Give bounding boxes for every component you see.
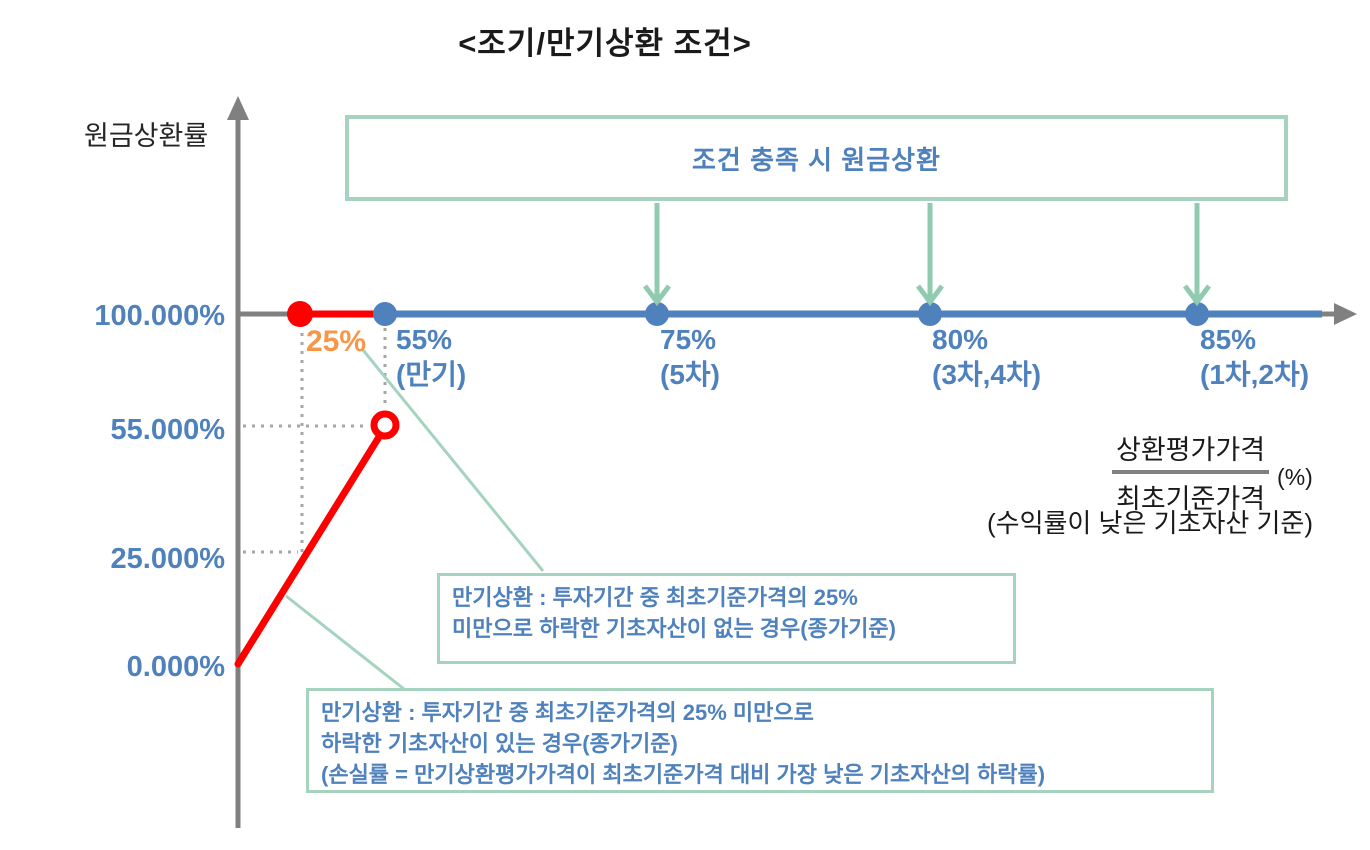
condition-arrow-80-icon	[916, 203, 944, 307]
x-label-80-schedule: (3차,4차)	[932, 359, 1042, 390]
x-label-80-value: 80%	[932, 324, 989, 355]
page-title: <조기/만기상환 조건>	[458, 26, 752, 61]
fraction-unit: (%)	[1277, 463, 1313, 490]
annotation-knock-in-line3: (손실률 = 만기상환평가가격이 최초기준가격 대비 가장 낮은 기초자산의 하…	[321, 762, 1046, 787]
annotation-knock-in: 만기상환 : 투자기간 중 최초기준가격의 25% 미만으로 하락한 기초자산이…	[306, 688, 1214, 793]
ratio-fraction: 상환평가가격 최초기준가격	[1112, 428, 1270, 516]
condition-banner-box: 조건 충족 시 원금상환	[345, 115, 1288, 201]
y-tick-0: 0.000%	[126, 651, 225, 683]
y-tick-25: 25.000%	[110, 543, 226, 575]
annotation-no-knock-in-line1: 만기상환 : 투자기간 중 최초기준가격의 25%	[452, 585, 858, 610]
annotation-no-knock-in: 만기상환 : 투자기간 중 최초기준가격의 25% 미만으로 하락한 기초자산이…	[437, 573, 1016, 664]
loss-line-red	[234, 433, 383, 668]
condition-arrow-85-icon	[1183, 203, 1211, 307]
x-axis-basis-note: (수익률이 낮은 기초자산 기준)	[986, 508, 1314, 538]
x-label-75: 75% (5차)	[660, 322, 720, 392]
condition-arrow-75-icon	[643, 203, 671, 307]
fraction-bar	[1112, 470, 1270, 474]
fraction-denominator: 최초기준가격	[1116, 484, 1266, 514]
x-label-55-value: 55%	[396, 324, 453, 355]
redemption-dot-55	[373, 302, 397, 326]
x-label-85-schedule: (1차,2차)	[1200, 359, 1310, 390]
annotation-knock-in-line1: 만기상환 : 투자기간 중 최초기준가격의 25% 미만으로	[321, 700, 814, 725]
x-axis-arrow-icon	[1334, 303, 1357, 325]
x-label-25: 25%	[306, 325, 367, 358]
x-label-55: 55% (만기)	[396, 322, 466, 392]
y-tick-55: 55.000%	[110, 414, 226, 446]
x-label-85-value: 85%	[1200, 324, 1257, 355]
annotation-knock-in-line2: 하락한 기초자산이 있는 경우(종가기준)	[321, 731, 678, 756]
y-tick-100: 100.000%	[94, 300, 225, 332]
y-axis-arrow-icon	[227, 96, 249, 120]
callout-line-no-knock-in	[361, 349, 545, 572]
knockin-dot-25	[287, 301, 313, 327]
annotation-no-knock-in-line2: 미만으로 하락한 기초자산이 없는 경우(종가기준)	[452, 616, 896, 641]
x-label-75-schedule: (5차)	[660, 359, 720, 390]
open-point-55	[370, 410, 400, 440]
redemption-dot-85	[1185, 302, 1209, 326]
x-label-80: 80% (3차,4차)	[932, 322, 1041, 392]
callout-line-knock-in	[285, 594, 405, 691]
x-axis-formula: 상환평가가격 최초기준가격 (%)	[1112, 428, 1313, 516]
redemption-dot-75	[645, 302, 669, 326]
x-label-55-schedule: (만기)	[396, 359, 467, 390]
x-label-85: 85% (1차,2차)	[1200, 322, 1309, 392]
condition-banner-label: 조건 충족 시 원금상환	[692, 144, 941, 175]
x-label-75-value: 75%	[660, 324, 717, 355]
fraction-numerator: 상환평가가격	[1116, 435, 1266, 465]
y-axis-label: 원금상환률	[84, 121, 209, 151]
redemption-dot-80	[918, 302, 942, 326]
